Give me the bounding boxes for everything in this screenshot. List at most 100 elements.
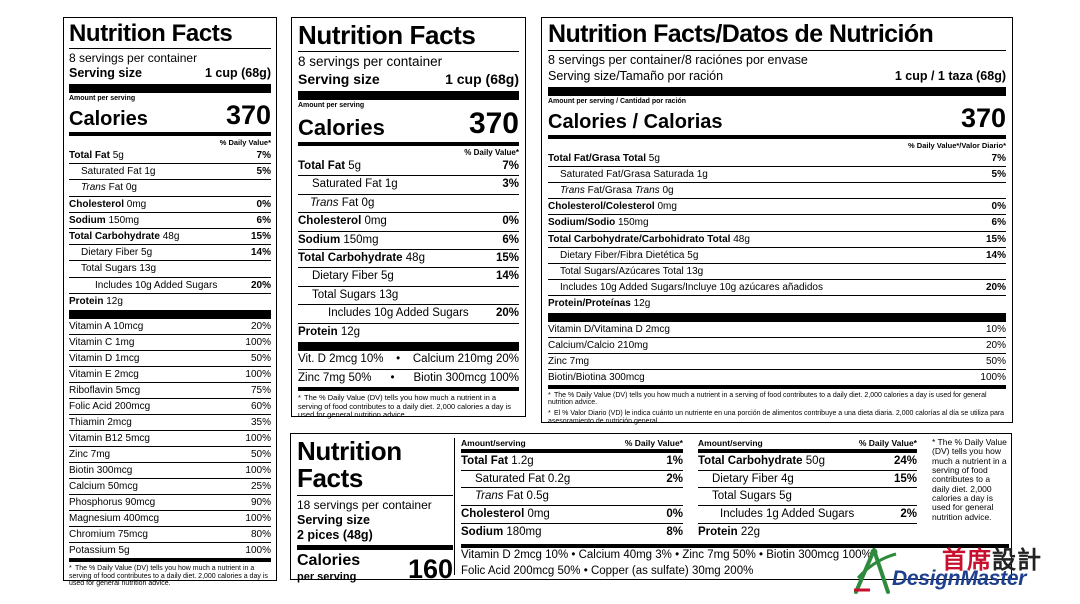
nutrient-column-2: Amount/serving% Daily Value* Total Carbo… xyxy=(698,438,917,540)
daily-value-percent: 0% xyxy=(666,508,683,521)
amount-per-serving: Amount per serving xyxy=(69,95,136,102)
nutrient-row: Sodium/Sodio 150mg 6% xyxy=(548,214,1006,230)
nutrition-label-tabular: Nutrition Facts 18 servings per containe… xyxy=(290,433,1012,584)
vitamin-percent: 25% xyxy=(250,480,271,492)
nutrient-row: Saturated Fat 1g 3% xyxy=(298,175,519,193)
vitamin-row: Biotin/Biotina 300mcg 100% xyxy=(548,368,1006,385)
nutrient-row: Total Carbohydrate 48g 15% xyxy=(69,227,271,244)
nutrition-label-bilingual: Nutrition Facts/Datos de Nutrición 8 ser… xyxy=(541,17,1013,425)
vitamin-row: Vitamin C 1mg 100% xyxy=(69,333,271,350)
servings-per-container: 8 servings per container xyxy=(69,51,198,65)
vitamin-name: Phosphorus 90mcg xyxy=(69,496,156,508)
vitamin-percent: 20% xyxy=(250,320,271,332)
daily-value-percent: 3% xyxy=(502,178,519,191)
nutrient-row: Dietary Fiber 5g 14% xyxy=(69,244,271,260)
nutrient-row: Cholesterol 0mg 0% xyxy=(298,212,519,230)
label-title-line2: Facts xyxy=(297,463,363,494)
vitamin-line: Zinc 7mg 50% • Biotin 300mcg 100% xyxy=(298,368,519,387)
nutrient-name: Includes 10g Added Sugars/Incluye 10g az… xyxy=(560,282,823,294)
nutrient-row: Includes 10g Added Sugars 20% xyxy=(69,276,271,293)
calories-row: Calories 370 xyxy=(298,106,519,140)
vitamin-name: Vitamin D/Vitamina D 2mcg xyxy=(548,323,670,335)
nutrient-name: Sodium 180mg xyxy=(461,525,542,538)
nutrient-name: Dietary Fiber 4g xyxy=(712,472,794,485)
calories-row: Calories / Calorias 370 xyxy=(548,102,1006,133)
daily-value-percent: 14% xyxy=(250,247,271,259)
footnote: * The % Daily Value (DV) tells you how m… xyxy=(932,437,1007,522)
nutrient-name: Cholesterol 0mg xyxy=(461,508,550,521)
vitamin-row: Phosphorus 90mcg 90% xyxy=(69,493,271,510)
nutrient-row: Dietary Fiber/Fibra Dietética 5g 14% xyxy=(548,246,1006,263)
daily-value-percent: 20% xyxy=(250,279,271,291)
nutrient-row: Total Carbohydrate 48g 15% xyxy=(298,249,519,267)
nutrient-row: Total Sugars 13g xyxy=(69,260,271,276)
vitamin-row: Vitamin A 10mcg 20% xyxy=(69,319,271,334)
nutrient-row: Includes 1g Added Sugars 2% xyxy=(698,505,917,523)
nutrient-row: Sodium 150mg 6% xyxy=(298,230,519,249)
vitamin-percent: 100% xyxy=(245,544,271,556)
tabular-header-block: Nutrition Facts 18 servings per containe… xyxy=(297,437,453,584)
vitamin-name: Potassium 5g xyxy=(69,544,130,556)
nutrient-name: Trans Fat/Grasa Trans 0g xyxy=(560,185,674,196)
serving-size: Serving size 1 cup (68g) xyxy=(298,70,519,87)
daily-value-percent: 2% xyxy=(666,472,683,485)
servings-per-container: 18 servings per container xyxy=(297,497,432,512)
vitamin-percent: 50% xyxy=(250,448,271,460)
daily-value-header: % Daily Value*/Valor Diario* xyxy=(548,134,1006,151)
logo-english-text: DesignMaster xyxy=(892,567,1027,590)
nutrient-name: Total Fat 5g xyxy=(298,159,362,172)
vitamin-row: Riboflavin 5mcg 75% xyxy=(69,381,271,398)
vitamin-percent: 100% xyxy=(245,336,271,348)
nutrient-name: Total Sugars/Azúcares Total 13g xyxy=(560,265,704,277)
nutrient-row: Trans Fat 0.5g xyxy=(461,487,683,505)
nutrient-row: Total Fat/Grasa Total 5g 7% xyxy=(548,151,1006,166)
vitamin-percent: 90% xyxy=(250,496,271,508)
vitamin-percent: 100% xyxy=(245,368,271,380)
nutrient-name: Cholesterol 0mg xyxy=(298,215,387,228)
vitamin-percent: 80% xyxy=(250,528,271,540)
daily-value-percent: 6% xyxy=(991,217,1006,229)
nutrient-name: Cholesterol/Colesterol 0mg xyxy=(548,201,677,213)
vitamin-percent: 20% xyxy=(985,339,1006,351)
vitamin-row: Zinc 7mg 50% xyxy=(548,352,1006,369)
nutrient-name: Total Sugars 13g xyxy=(81,263,157,275)
vitamin-row: Folic Acid 200mcg 60% xyxy=(69,397,271,414)
nutrient-row: Total Sugars 5g xyxy=(698,487,917,505)
nutrient-name: Saturated Fat 1g xyxy=(312,178,398,191)
nutrient-name: Includes 10g Added Sugars xyxy=(95,279,218,291)
nutrient-name: Total Fat/Grasa Total 5g xyxy=(548,152,660,164)
vitamin-row: Biotin 300mcg 100% xyxy=(69,461,271,478)
nutrient-name: Total Fat 5g xyxy=(69,150,124,161)
vitamin-row: Vitamin E 2mcg 100% xyxy=(69,365,271,382)
vitamin-row: Thiamin 2mcg 35% xyxy=(69,413,271,430)
vitamin-row: Calcium/Calcio 210mg 20% xyxy=(548,336,1006,353)
daily-value-header: % Daily Value* xyxy=(69,132,271,148)
label-title: Nutrition Facts xyxy=(69,20,233,47)
vitamin-name: Zinc 7mg xyxy=(69,448,111,460)
vitamin-name: Calcium 50mcg xyxy=(69,480,138,492)
nutrient-name: Dietary Fiber 5g xyxy=(81,247,153,259)
label-title: Nutrition Facts xyxy=(298,20,476,50)
nutrient-row: Protein 12g xyxy=(298,322,519,341)
footnote-english: * The % Daily Value (DV) tells you how mu… xyxy=(548,391,987,407)
nutrient-name: Total Carbohydrate/Carbohidrato Total 48… xyxy=(548,233,750,245)
nutrient-row: Cholesterol/Colesterol 0mg 0% xyxy=(548,198,1006,214)
vitamin-percent: 100% xyxy=(245,464,271,476)
logo-chinese-text: 首席設計 xyxy=(942,547,1042,574)
daily-value-percent: 20% xyxy=(985,282,1006,294)
designmaster-logo: 首席設計 DesignMaster xyxy=(848,540,1078,600)
vitamin-percent: 50% xyxy=(250,352,271,364)
daily-value-percent: 15% xyxy=(893,472,917,485)
nutrient-row: Sodium 150mg 6% xyxy=(69,211,271,228)
vitamin-name: Thiamin 2mcg xyxy=(69,416,132,428)
serving-size: Serving size 1 cup (68g) xyxy=(69,66,271,80)
nutrient-name: Total Carbohydrate 48g xyxy=(69,230,180,242)
daily-value-header: % Daily Value* xyxy=(298,141,519,158)
vitamin-row: Chromium 75mcg 80% xyxy=(69,525,271,542)
nutrient-row: Trans Fat 0g xyxy=(298,193,519,212)
nutrient-name: Includes 1g Added Sugars xyxy=(720,508,855,521)
calories-row: Calories per serving 160 xyxy=(297,551,453,584)
nutrient-name: Sodium 150mg xyxy=(69,214,140,226)
calories-row: Calories 370 xyxy=(69,100,271,130)
vitamin-row: Magnesium 400mcg 100% xyxy=(69,509,271,526)
